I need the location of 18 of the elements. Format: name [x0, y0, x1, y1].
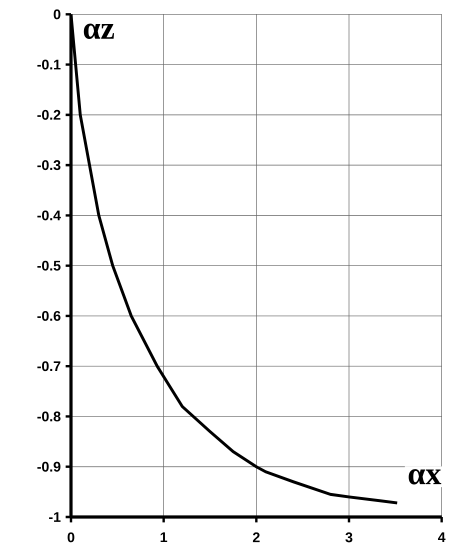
x-tick-label: 4 — [438, 532, 446, 542]
y-axis-title: αz — [84, 24, 114, 40]
y-tick-label: 0 — [54, 9, 60, 20]
y-tick-label: -0.3 — [37, 160, 60, 170]
x-tick-label: 1 — [160, 532, 168, 542]
y-tick-label: -1 — [49, 512, 61, 522]
y-tick-label: -0.4 — [37, 210, 61, 220]
y-tick-label: -0.6 — [37, 310, 60, 321]
x-tick-label: 3 — [345, 532, 352, 542]
y-tick-label: -0.2 — [37, 110, 60, 120]
x-axis-title: αx — [408, 469, 442, 484]
y-tick-label: -0.7 — [37, 361, 60, 372]
y-tick-label: -0.1 — [37, 60, 61, 70]
x-tick-label: 2 — [252, 532, 260, 542]
x-tick-label: 0 — [68, 532, 74, 542]
y-tick-label: -0.5 — [37, 260, 61, 271]
y-tick-label: -0.8 — [37, 412, 61, 422]
y-tick-label: -0.9 — [37, 462, 60, 472]
